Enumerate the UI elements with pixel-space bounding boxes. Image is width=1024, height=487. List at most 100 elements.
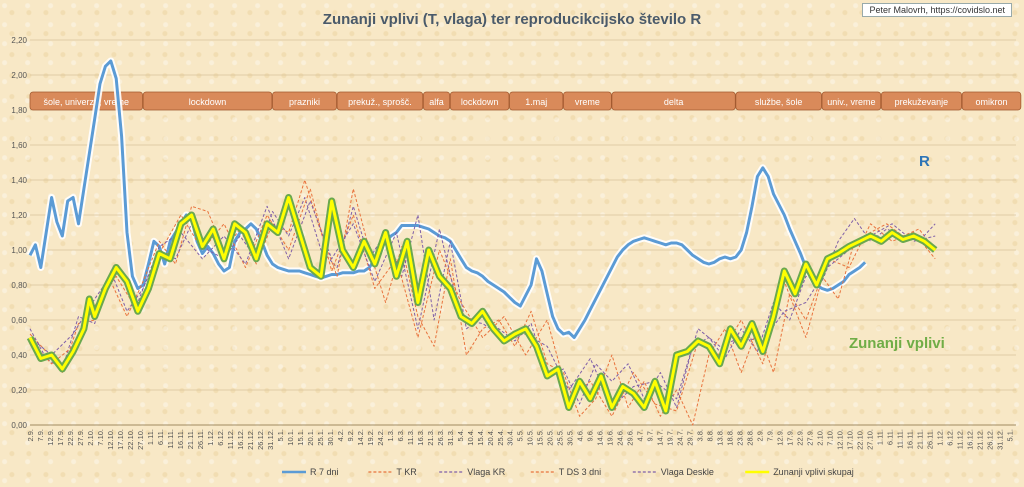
x-tick-label: 28.8. — [746, 429, 755, 446]
legend-label: T KR — [396, 467, 417, 477]
x-tick-label: 9.2. — [346, 429, 355, 442]
series-line — [29, 179, 936, 426]
chart-title: Zunanji vplivi (T, vlaga) ter reproducik… — [323, 11, 702, 28]
y-tick-label: 1,20 — [11, 211, 27, 220]
x-tick-label: 21.3. — [426, 429, 435, 446]
x-tick-label: 6.12. — [946, 429, 955, 446]
period-band-label: lockdown — [189, 97, 227, 107]
period-band-label: delta — [664, 97, 684, 107]
x-tick-label: 11.12. — [956, 429, 965, 449]
x-tick-label: 17.9. — [786, 429, 795, 446]
period-band — [509, 91, 564, 111]
x-tick-label: 2.9. — [26, 429, 35, 442]
x-tick-label: 15.5. — [536, 429, 545, 446]
x-tick-label: 26.3. — [436, 429, 445, 446]
x-tick-label: 5.5. — [516, 429, 525, 442]
x-tick-label: 21.12. — [246, 429, 255, 450]
x-tick-label: 30.1. — [326, 429, 335, 446]
annotation-label: R — [919, 153, 930, 170]
x-tick-label: 15.1. — [296, 429, 305, 446]
x-tick-label: 27.9. — [76, 429, 85, 446]
x-tick-label: 29.7. — [686, 429, 695, 446]
x-tick-label: 24.7. — [676, 429, 685, 446]
x-tick-label: 26.11. — [926, 429, 935, 449]
x-tick-label: 21.11. — [916, 429, 925, 449]
x-tick-label: 5.1. — [1005, 429, 1014, 442]
period-band-label: omikron — [975, 97, 1007, 107]
x-tick-label: 1.3. — [386, 429, 395, 442]
x-tick-label: 21.12. — [975, 429, 984, 450]
x-tick-label: 19.6. — [606, 429, 615, 446]
credit-box: Peter Malovrh, https://covidslo.net — [862, 3, 1012, 17]
x-tick-label: 13.8. — [716, 429, 725, 446]
period-band — [563, 91, 612, 111]
x-tick-label: 12.9. — [776, 429, 785, 446]
period-band-label: 1.maj — [525, 97, 547, 107]
x-tick-label: 7.9. — [36, 429, 45, 442]
x-tick-label: 10.1. — [286, 429, 295, 446]
x-tick-label: 30.4. — [506, 429, 515, 446]
x-tick-label: 1.12. — [936, 429, 945, 446]
x-tick-label: 27.10. — [136, 429, 145, 450]
x-tick-label: 2.10. — [86, 429, 95, 446]
y-tick-label: 1,80 — [11, 106, 27, 115]
x-tick-label: 27.9. — [806, 429, 815, 446]
x-tick-label: 5.4. — [456, 429, 465, 442]
period-band — [272, 91, 337, 111]
x-tick-label: 10.5. — [526, 429, 535, 446]
period-band — [961, 91, 1022, 111]
x-tick-label: 8.8. — [706, 429, 715, 442]
x-tick-label: 27.10. — [866, 429, 875, 450]
y-tick-label: 2,00 — [11, 71, 27, 80]
x-tick-label: 7.9. — [766, 429, 775, 442]
x-tick-label: 21.11. — [186, 429, 195, 449]
x-tick-label: 12.10. — [836, 429, 845, 450]
x-tick-label: 25.4. — [496, 429, 505, 446]
period-band-label: lockdown — [461, 97, 499, 107]
x-tick-label: 12.9. — [46, 429, 55, 446]
period-band — [422, 91, 451, 111]
x-tick-label: 31.12. — [995, 429, 1004, 450]
y-tick-label: 1,40 — [11, 176, 27, 185]
period-band — [880, 91, 962, 111]
x-tick-label: 2.9. — [756, 429, 765, 442]
x-tick-label: 10.4. — [466, 429, 475, 446]
x-tick-label: 3.8. — [696, 429, 705, 442]
legend-label: T DS 3 dni — [559, 467, 601, 477]
x-tick-label: 26.11. — [196, 429, 205, 449]
period-band — [336, 91, 424, 111]
period-band-label: alfa — [429, 97, 444, 107]
x-tick-label: 16.11. — [906, 429, 915, 449]
y-tick-label: 0,80 — [11, 281, 27, 290]
x-tick-label: 17.9. — [56, 429, 65, 446]
x-tick-label: 18.8. — [726, 429, 735, 446]
x-tick-label: 15.4. — [476, 429, 485, 446]
x-tick-label: 16.12. — [966, 429, 975, 450]
x-tick-label: 1.11. — [146, 429, 155, 445]
x-tick-label: 19.2. — [366, 429, 375, 446]
x-tick-label: 6.11. — [886, 429, 895, 445]
x-tick-label: 20.1. — [306, 429, 315, 446]
x-tick-label: 22.9. — [66, 429, 75, 446]
x-tick-label: 4.6. — [576, 429, 585, 442]
legend-label: R 7 dni — [310, 467, 339, 477]
x-tick-label: 1.12. — [206, 429, 215, 446]
series-line — [29, 197, 936, 408]
period-band-label: vreme — [575, 97, 600, 107]
x-tick-label: 7.10. — [826, 429, 835, 446]
y-tick-label: 0,20 — [11, 386, 27, 395]
x-tick-label: 9.6. — [586, 429, 595, 442]
x-tick-label: 22.10. — [126, 429, 135, 450]
period-band-label: prazniki — [289, 97, 320, 107]
x-tick-label: 7.10. — [96, 429, 105, 446]
period-band — [611, 91, 736, 111]
x-tick-label: 20.4. — [486, 429, 495, 446]
y-tick-label: 1,00 — [11, 246, 27, 255]
period-band — [142, 91, 273, 111]
period-band — [735, 91, 822, 111]
x-tick-label: 16.12. — [236, 429, 245, 450]
legend-label: Vlaga Deskle — [661, 467, 714, 477]
period-band-label: službe, šole — [755, 97, 803, 107]
annotation-label: Zunanji vplivi — [849, 335, 945, 352]
